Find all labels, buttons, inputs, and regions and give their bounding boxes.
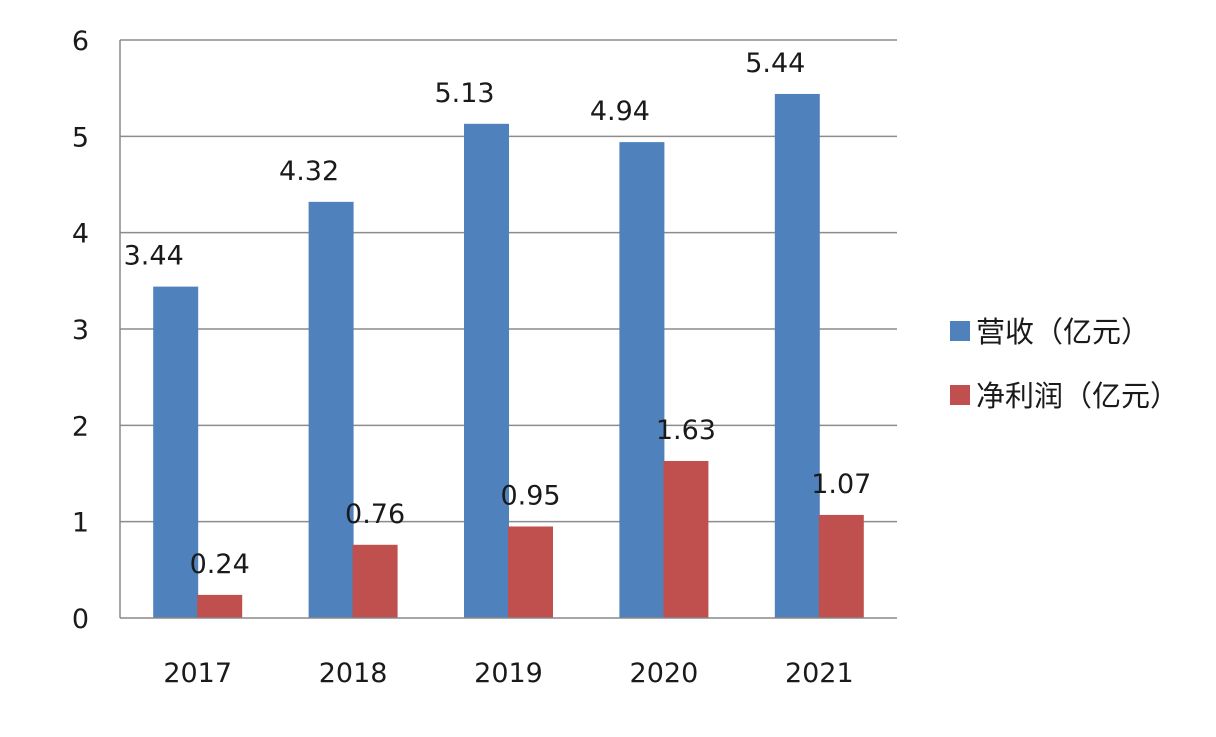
x-tick-label: 2021 bbox=[785, 658, 854, 689]
legend-swatch-net-profit bbox=[950, 385, 970, 405]
bars bbox=[153, 93, 864, 619]
y-tick-label: 5 bbox=[72, 122, 89, 153]
y-tick-label: 0 bbox=[72, 604, 89, 635]
data-label: 0.24 bbox=[190, 549, 250, 580]
data-label: 5.13 bbox=[434, 78, 494, 109]
bar-net-profit bbox=[508, 526, 553, 618]
bar-net-profit bbox=[352, 544, 398, 618]
y-tick-label: 1 bbox=[72, 508, 89, 539]
y-tick-label: 2 bbox=[72, 411, 89, 442]
y-tick-labels: 0 1 2 3 4 5 6 bbox=[72, 26, 89, 635]
x-tick-label: 2018 bbox=[319, 658, 388, 689]
bar-net-profit bbox=[818, 514, 864, 618]
legend-label-revenue: 营收（亿元） bbox=[976, 315, 1150, 349]
data-label: 3.44 bbox=[124, 241, 184, 272]
bar-revenue bbox=[153, 286, 199, 618]
bar-revenue bbox=[774, 93, 820, 619]
legend-label-net-profit: 净利润（亿元） bbox=[976, 379, 1179, 413]
data-label: 0.95 bbox=[500, 480, 560, 511]
x-tick-label: 2017 bbox=[163, 658, 232, 689]
bar-net-profit bbox=[663, 460, 709, 618]
legend: 营收（亿元） 净利润（亿元） bbox=[950, 315, 1179, 413]
data-label: 4.32 bbox=[279, 156, 339, 187]
bar-revenue bbox=[464, 123, 509, 618]
x-tick-label: 2020 bbox=[630, 658, 699, 689]
data-labels: 3.44 0.24 4.32 0.76 5.13 0.95 4.94 1.63 5.44 1.07 bbox=[124, 48, 872, 580]
data-label: 1.07 bbox=[811, 469, 871, 500]
y-tick-label: 4 bbox=[72, 219, 89, 250]
bar-net-profit bbox=[197, 594, 243, 618]
bar-revenue bbox=[308, 201, 354, 618]
legend-swatch-revenue bbox=[950, 321, 970, 341]
x-tick-labels: 2017 2018 2019 2020 2021 bbox=[163, 658, 853, 689]
x-tick-label: 2019 bbox=[474, 658, 543, 689]
y-tick-label: 3 bbox=[72, 315, 89, 346]
data-label: 4.94 bbox=[590, 96, 650, 127]
y-tick-label: 6 bbox=[72, 26, 89, 57]
bar-revenue bbox=[619, 142, 665, 618]
data-label: 1.63 bbox=[656, 415, 716, 446]
data-label: 5.44 bbox=[745, 48, 805, 79]
data-label: 0.76 bbox=[345, 499, 405, 530]
axes bbox=[119, 40, 897, 619]
